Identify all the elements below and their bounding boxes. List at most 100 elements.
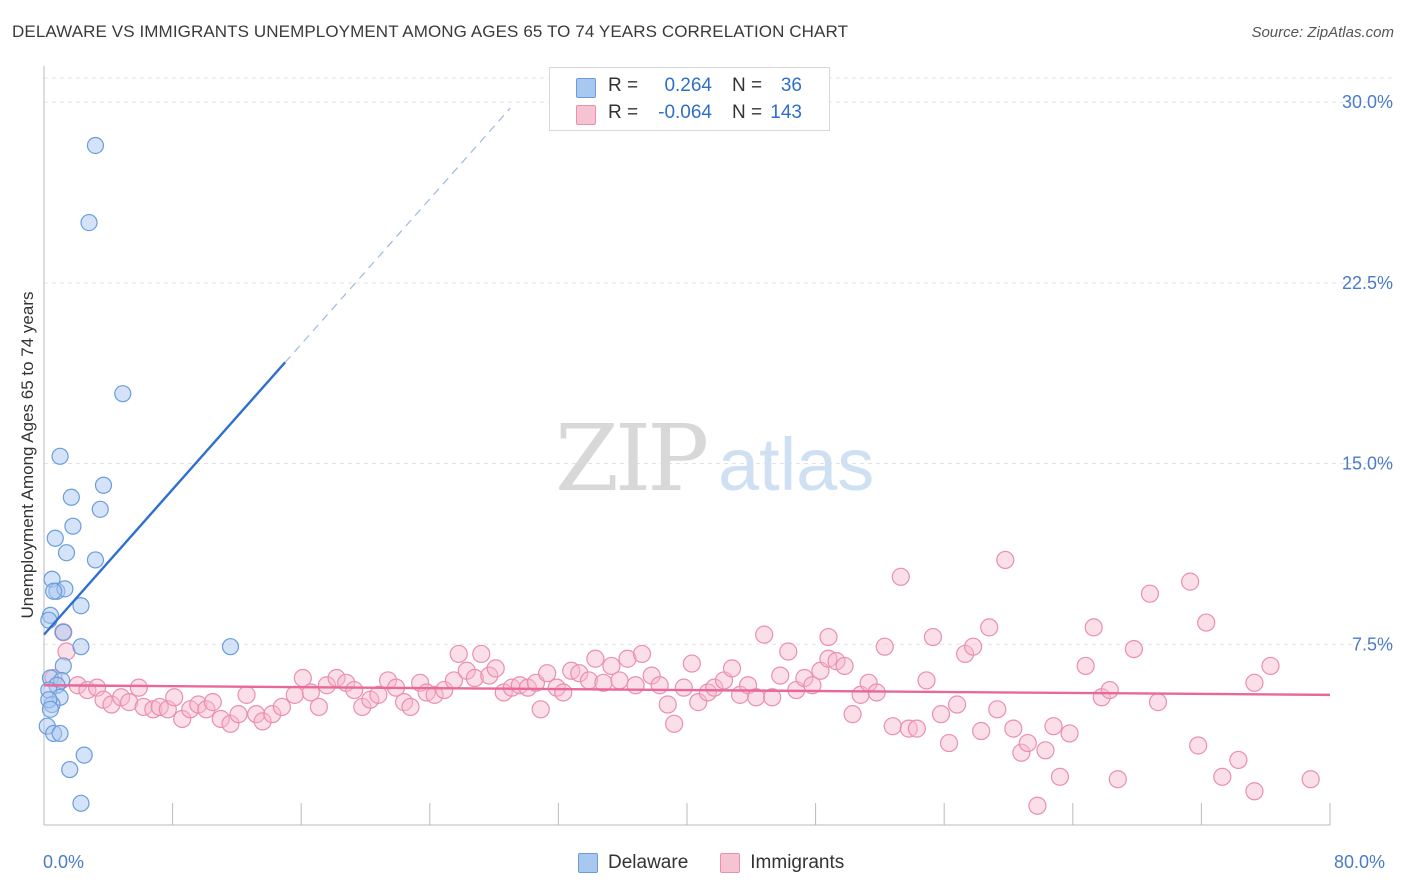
delaware-point [51,447,69,465]
watermark-zip: ZIP [555,405,706,512]
immigrants-point [486,659,505,678]
immigrants-point [674,678,693,697]
delaware-point [86,551,105,569]
legend-item-delaware[interactable]: Delaware [578,852,688,874]
immigrants-point [102,695,121,714]
immigrants-point [1044,717,1063,736]
immigrants-point [1148,693,1168,712]
immigrants-point [317,676,337,695]
immigrants-point [1301,770,1320,789]
immigrants-point [272,697,292,717]
y-tick-labels: 7.5% 15.0% 22.5% 30.0% [1342,92,1393,654]
legend-label: Delaware [608,852,689,873]
immigrants-point [1076,656,1095,676]
immigrants-point [425,685,444,704]
immigrants-point [1018,733,1037,753]
immigrants-point [253,712,272,731]
n-label: N = [732,102,763,123]
delaware-point [54,657,72,675]
legend-item-immigrants[interactable]: Immigrants [720,852,844,874]
immigrants-point [931,705,951,724]
n-value: 143 [770,102,802,123]
immigrants-point [472,644,491,664]
delaware-point [40,611,58,629]
immigrants-point [449,644,468,664]
immigrants-point [665,714,684,733]
delaware-point [45,582,63,600]
immigrants-trend-line [43,684,1331,697]
immigrants-point [658,695,677,714]
immigrants-point [689,693,708,712]
immigrants-point [1050,767,1070,786]
delaware-trend-line [43,361,287,636]
delaware-point [75,746,93,764]
immigrants-point [1189,736,1208,755]
n-value: 36 [780,75,802,96]
delaware-point [114,385,132,403]
immigrants-point [980,618,999,637]
bottom-legend: Delaware Immigrants [578,852,876,874]
immigrants-point [1028,796,1047,815]
delaware-point [72,638,90,656]
y-tick-label: 30.0% [1342,92,1393,112]
immigrants-point [480,666,499,685]
delaware-point [72,597,90,615]
r-label: R = [608,75,639,96]
immigrants-point [1181,572,1200,591]
r-label: R = [608,102,639,123]
r-value: 0.264 [664,75,712,96]
immigrants-point [779,642,798,661]
immigrants-point [618,649,637,668]
immigrants-point [1084,618,1103,637]
delaware-point [57,544,76,562]
immigrants-point [465,668,484,688]
immigrants-point [819,627,838,647]
immigrants-point [229,705,248,724]
immigrants-points [44,550,1320,815]
immigrants-point [120,693,139,712]
immigrants-point [891,567,910,586]
immigrants-point [883,717,902,736]
immigrants-point [835,656,854,676]
immigrants-point [345,680,364,700]
delaware-swatch [578,853,598,873]
immigrants-point [1229,750,1248,770]
immigrants-point [129,678,148,697]
immigrants-point [1124,639,1143,659]
immigrants-point [917,671,936,690]
delaware-swatch [576,78,596,98]
immigrants-point [1004,719,1023,738]
watermark: ZIP atlas [555,405,874,512]
immigrants-point [996,550,1015,570]
immigrants-point [602,656,621,676]
immigrants-point [285,685,304,704]
immigrants-point [165,688,184,707]
delaware-point [41,700,60,718]
immigrants-point [1108,770,1127,789]
delaware-point [72,794,90,812]
immigrants-point [947,695,967,714]
source-label: Source: ZipAtlas.com [1251,24,1394,41]
immigrants-point [1245,782,1264,801]
immigrants-point [203,693,222,712]
immigrants-point [755,625,774,644]
delaware-point [51,724,69,743]
delaware-point [64,517,82,535]
immigrants-point [747,688,766,707]
immigrants-point [650,676,669,695]
delaware-trend-extension [284,107,511,363]
immigrants-point [705,678,724,697]
stats-row-immigrants: R = -0.064 N = 143 [550,102,829,128]
x-min-label: 0.0% [43,852,85,872]
immigrants-point [803,676,822,695]
immigrants-point [263,705,282,724]
immigrants-point [211,709,230,729]
immigrants-point [972,721,991,741]
delaware-point [80,213,98,232]
immigrants-point [1012,743,1031,762]
delaware-point [86,136,105,155]
immigrants-point [771,666,790,685]
immigrants-point [964,637,983,656]
stats-row-delaware: R = 0.264 N = 36 [550,75,829,101]
immigrants-point [369,685,388,704]
